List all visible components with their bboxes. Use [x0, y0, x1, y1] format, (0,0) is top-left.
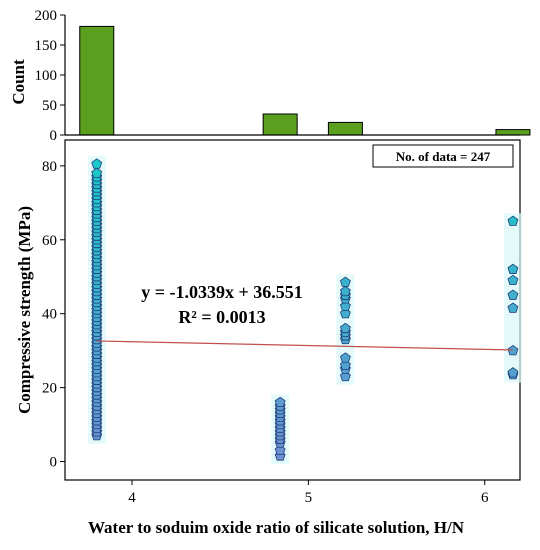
histogram-panel: 0 50 100 150 200 Count: [9, 8, 531, 144]
data-point: [339, 276, 351, 287]
histogram-y-tick-label: 150: [35, 38, 58, 54]
scatter-y-tick-label: 20: [42, 381, 57, 397]
data-point: [507, 263, 519, 274]
count-box: [372, 144, 514, 168]
histogram-bar: [262, 113, 298, 136]
data-point: [507, 367, 519, 378]
data-point: [91, 158, 103, 169]
histogram-bar: [79, 25, 115, 136]
histogram-y-tick-label: 50: [42, 98, 57, 114]
data-point: [507, 274, 519, 286]
scatter-y-tick-label: 80: [42, 159, 57, 175]
scatter-y-label: Compressive strength (MPa): [15, 206, 34, 414]
data-point: [274, 396, 286, 408]
histogram-y-tick-label: 0: [50, 128, 58, 144]
scatter-x-tick-label: 6: [481, 490, 489, 506]
scatter-frame: [64, 139, 521, 481]
data-point: [507, 302, 519, 313]
scatter-y-tick-label: 60: [42, 233, 57, 249]
scatter-panel: 0 20 40 60 80 4 5 6 No. of data = 247 y = -1.0…: [15, 139, 522, 537]
histogram-bar: [495, 129, 531, 136]
scatter-x-tick-label: 5: [305, 490, 313, 506]
histogram-y-tick-label: 100: [35, 68, 58, 84]
histogram-y-tick-label: 200: [35, 8, 58, 24]
data-point: [339, 352, 351, 363]
scatter-y-tick-label: 0: [50, 455, 58, 471]
data-point: [339, 322, 351, 334]
scatter-x-label: Water to soduim oxide ratio of silicate …: [88, 518, 465, 537]
scatter-x-tick-label: 4: [128, 490, 136, 506]
data-point: [339, 285, 351, 297]
trend-line: [96, 340, 513, 351]
histogram-bar: [327, 121, 363, 136]
histogram-y-label: Count: [9, 59, 28, 105]
data-point: [91, 167, 103, 178]
scatter-y-tick-label: 40: [42, 307, 57, 323]
data-point: [507, 289, 519, 300]
fit-equation: y = -1.0339x + 36.551: [141, 282, 303, 302]
data-point: [507, 215, 519, 226]
count-label: No. of data = 247: [396, 149, 491, 164]
fit-r-squared: R² = 0.0013: [178, 307, 265, 327]
data-point: [507, 344, 519, 356]
